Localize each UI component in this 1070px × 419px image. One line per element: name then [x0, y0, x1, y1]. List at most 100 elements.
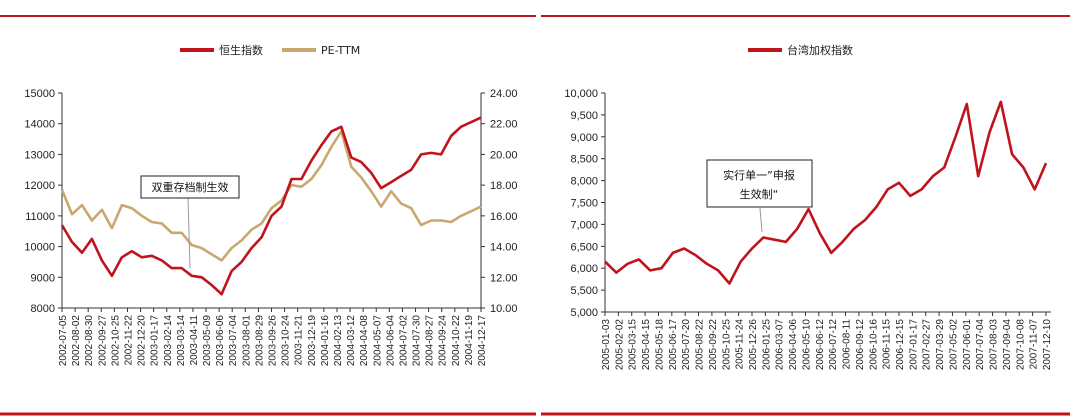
y-tick-label: 16.00: [490, 211, 518, 223]
x-tick-label: 2002-12-20: [137, 315, 148, 367]
x-tick-label: 2002-11-22: [123, 315, 134, 366]
x-tick-label: 2006-04-06: [788, 319, 799, 371]
annotation-box: [706, 159, 813, 208]
x-tick-label: 2005-03-15: [628, 319, 639, 371]
x-tick-label: 2006-12-15: [895, 319, 906, 371]
x-tick-label: 2003-06-06: [215, 315, 226, 367]
x-tick-label: 2006-08-11: [842, 319, 853, 370]
x-tick-label: 2003-12-19: [307, 315, 318, 367]
x-tick-label: 2002-07-05: [58, 315, 69, 367]
x-tick-label: 2004-10-22: [451, 315, 462, 367]
y-tick-label: 10.00: [490, 303, 518, 315]
x-tick-label: 2004-07-30: [412, 315, 423, 367]
y-tick-label: 12.00: [490, 272, 518, 284]
y-tick-label: 7,000: [570, 219, 598, 231]
x-tick-label: 2004-08-27: [425, 315, 436, 367]
x-tick-label: 2004-09-24: [438, 315, 449, 367]
legend-label-hsi: 恒生指数: [219, 43, 263, 57]
x-tick-label: 2007-10-08: [1015, 319, 1026, 371]
x-tick-label: 2004-11-19: [464, 315, 475, 366]
x-tick-label: 2003-09-26: [268, 315, 279, 367]
x-tick-label: 2007-01-17: [908, 319, 919, 371]
annotation-box: [140, 175, 240, 199]
hsi-pe-chart: 恒生指数 PE-TTM 8000 9000 10000 11000 12000 13000…: [0, 15, 536, 416]
y-tick-label: 10,000: [564, 88, 598, 100]
x-tick-label: 2007-11-07: [1029, 319, 1040, 370]
y-tick-label: 11000: [25, 211, 55, 223]
series-line-hsi: [60, 116, 482, 296]
x-tick-label: 2002-08-02: [71, 315, 82, 367]
x-tick-label: 2006-03-07: [775, 319, 786, 371]
x-ticks: 2005-01-03 2005-02-02 2005-03-15 2005-04-15…: [601, 312, 1053, 370]
y-tick-label: 5,500: [570, 285, 598, 297]
x-tick-label: 2003-07-04: [228, 315, 239, 367]
x-tick-label: 2006-10-16: [868, 319, 879, 371]
x-tick-label: 2005-08-22: [695, 319, 706, 371]
x-tick-label: 2004-04-08: [359, 315, 370, 367]
x-tick-label: 2005-01-03: [601, 319, 612, 371]
series-line-pe: [60, 130, 482, 262]
x-tick-label: 2003-04-11: [189, 315, 200, 366]
x-tick-label: 2007-09-04: [1002, 319, 1013, 371]
x-tick-label: 2005-04-15: [641, 319, 652, 371]
y-tick-label: 22.00: [490, 119, 518, 131]
x-tick-label: 2006-01-25: [761, 319, 772, 371]
x-tick-label: 2006-07-12: [828, 319, 839, 371]
y-tick-label: 8,500: [570, 154, 598, 166]
x-tick-label: 2006-06-12: [815, 319, 826, 371]
x-tick-label: 2004-02-13: [333, 315, 344, 367]
x-tick-label: 2007-02-27: [922, 319, 933, 371]
taiex-chart: 台湾加权指数 5,000 5,500 6,000 6,500 7,000 7,500 8,0…: [541, 15, 1070, 416]
x-tick-label: 2004-06-04: [385, 315, 396, 367]
x-tick-label: 2007-12-10: [1042, 319, 1053, 371]
x-tick-label: 2007-08-03: [989, 319, 1000, 371]
y-tick-label: 14.00: [490, 242, 518, 254]
x-tick-label: 2005-12-26: [748, 319, 759, 371]
taiex-chart-panel: 台湾加权指数 5,000 5,500 6,000 6,500 7,000 7,500 8,0…: [541, 0, 1070, 419]
y-tick-label: 9,000: [570, 132, 598, 144]
annotation-text: 双重存档制生效: [152, 180, 229, 194]
x-tick-label: 2002-08-30: [84, 315, 95, 367]
x-ticks: 2002-07-05 2002-08-02 2002-08-30 2002-09-27…: [58, 308, 488, 366]
y-tick-label: 18.00: [490, 180, 518, 192]
x-tick-label: 2002-09-27: [97, 315, 108, 367]
x-tick-label: 2006-05-10: [801, 319, 812, 371]
left-y-ticks: 8000 9000 10000 11000 12000 13000 14000 15000: [24, 88, 62, 315]
x-tick-label: 2005-05-18: [654, 319, 665, 371]
x-tick-label: 2003-02-14: [163, 315, 174, 367]
x-tick-label: 2003-08-01: [241, 315, 252, 367]
x-tick-label: 2003-03-14: [176, 315, 187, 367]
x-tick-label: 2004-03-12: [346, 315, 357, 367]
x-tick-label: 2007-06-01: [962, 319, 973, 371]
x-tick-label: 2004-01-16: [320, 315, 331, 367]
annotation-line-2: 生效制“: [740, 187, 779, 201]
x-tick-label: 2003-10-24: [281, 315, 292, 367]
x-tick-label: 2006-11-15: [882, 319, 893, 370]
legend-label-pe: PE-TTM: [321, 44, 360, 57]
x-tick-label: 2004-05-07: [372, 315, 383, 367]
y-tick-label: 24.00: [490, 88, 518, 100]
y-tick-label: 14000: [24, 119, 55, 131]
annotation-line-1: 实行单一”申报: [723, 168, 795, 182]
x-tick-label: 2003-01-17: [150, 315, 161, 367]
annotation-pointer: [187, 197, 191, 269]
x-tick-label: 2007-03-29: [935, 319, 946, 371]
y-tick-label: 7,500: [570, 198, 598, 210]
x-tick-label: 2006-09-12: [855, 319, 866, 371]
y-tick-label: 10000: [24, 242, 55, 254]
legend-label-taiex: 台湾加权指数: [787, 43, 853, 57]
x-tick-label: 2005-02-02: [614, 319, 625, 371]
x-tick-label: 2004-12-17: [477, 315, 488, 367]
series-line-taiex: [604, 100, 1048, 285]
x-tick-label: 2004-07-02: [398, 315, 409, 367]
x-tick-label: 2003-11-21: [294, 315, 305, 366]
x-tick-label: 2005-11-24: [735, 319, 746, 370]
x-tick-label: 2005-10-25: [721, 319, 732, 371]
x-tick-label: 2003-05-09: [202, 315, 213, 367]
y-tick-label: 6,000: [570, 263, 598, 275]
right-y-ticks: 10.00 12.00 14.00 16.00 18.00 20.00 22.00 24.00: [481, 88, 518, 315]
x-tick-label: 2002-10-25: [110, 315, 121, 367]
annotation-pointer: [759, 207, 763, 233]
y-tick-label: 15000: [24, 88, 55, 100]
y-tick-label: 6,500: [570, 241, 598, 253]
